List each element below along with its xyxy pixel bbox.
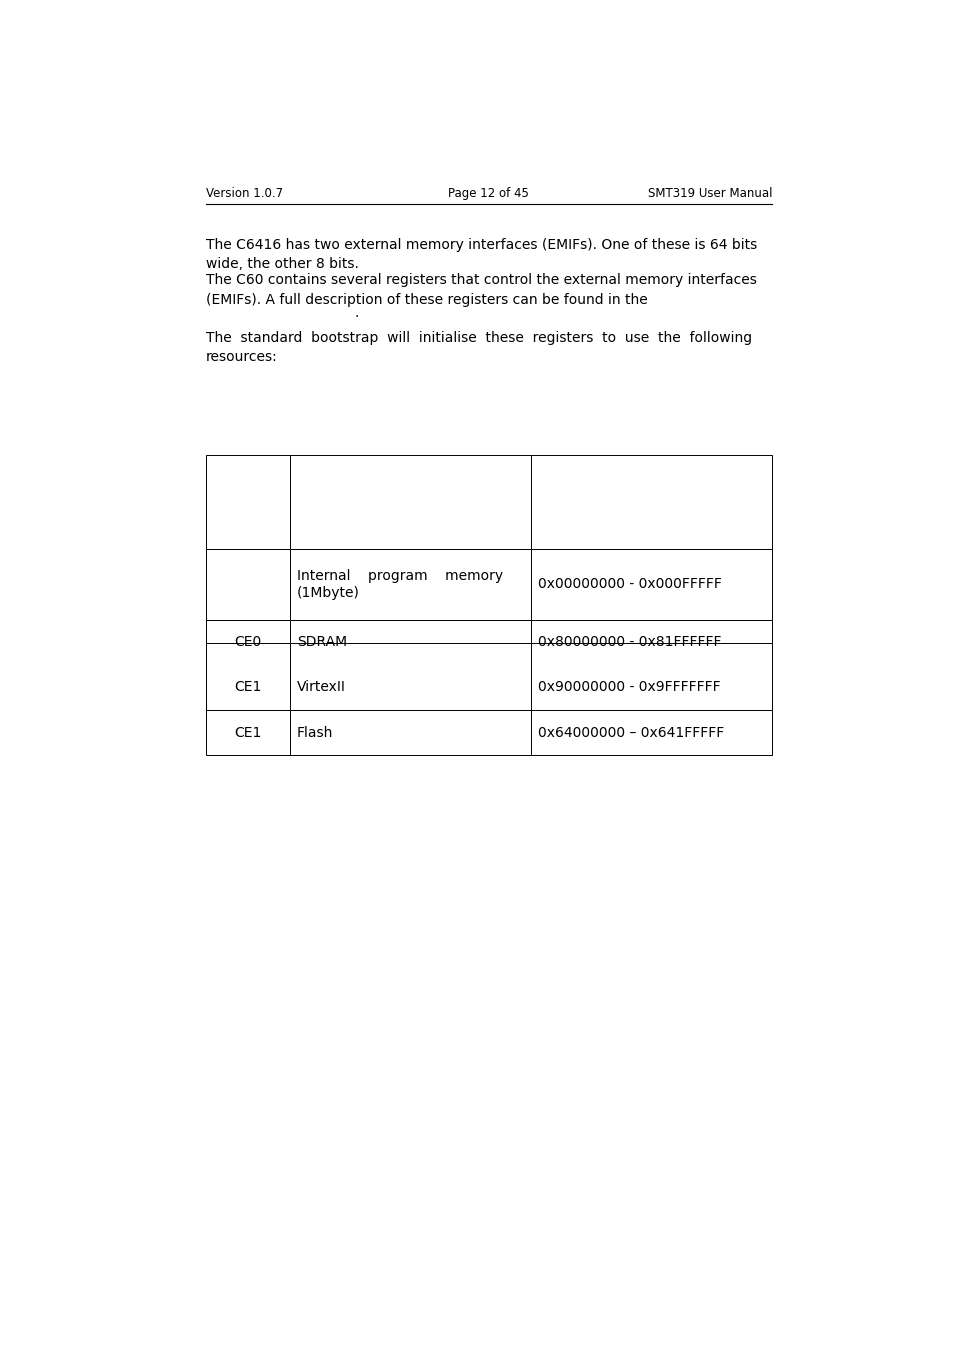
Bar <box>530 665 771 709</box>
Text: 0x64000000 – 0x641FFFFF: 0x64000000 – 0x641FFFFF <box>537 725 723 740</box>
Bar <box>530 455 771 549</box>
Bar <box>530 620 771 665</box>
Bar <box>206 549 290 620</box>
Bar <box>530 643 771 711</box>
Bar <box>530 549 771 620</box>
Text: CE1: CE1 <box>233 725 261 740</box>
Bar <box>290 711 530 755</box>
Text: .: . <box>354 305 358 320</box>
Text: The C60 contains several registers that control the external memory interfaces: The C60 contains several registers that … <box>206 273 756 288</box>
Text: Flash: Flash <box>296 725 333 740</box>
Text: SDRAM: SDRAM <box>296 635 347 650</box>
Bar <box>206 643 290 711</box>
Text: SMT319 User Manual: SMT319 User Manual <box>647 186 771 200</box>
Text: CE0: CE0 <box>233 635 261 650</box>
Text: resources:: resources: <box>206 350 277 363</box>
Text: The  standard  bootstrap  will  initialise  these  registers  to  use  the  foll: The standard bootstrap will initialise t… <box>206 331 751 345</box>
Text: wide, the other 8 bits.: wide, the other 8 bits. <box>206 257 358 272</box>
Text: 0x80000000 - 0x81FFFFFF: 0x80000000 - 0x81FFFFFF <box>537 635 721 650</box>
Bar <box>290 643 530 711</box>
Bar <box>290 455 530 549</box>
Text: Version 1.0.7: Version 1.0.7 <box>206 186 283 200</box>
Text: Internal    program    memory
(1Mbyte): Internal program memory (1Mbyte) <box>296 569 502 600</box>
Bar <box>206 711 290 755</box>
Bar <box>206 620 290 665</box>
Bar <box>290 665 530 709</box>
Bar <box>530 711 771 755</box>
Bar <box>206 665 290 709</box>
Bar <box>290 620 530 665</box>
Text: 0x90000000 - 0x9FFFFFFF: 0x90000000 - 0x9FFFFFFF <box>537 680 720 694</box>
Text: Page 12 of 45: Page 12 of 45 <box>448 186 529 200</box>
Text: VirtexII: VirtexII <box>296 680 346 694</box>
Text: CE1: CE1 <box>233 680 261 694</box>
Bar <box>206 455 290 549</box>
Text: The C6416 has two external memory interfaces (EMIFs). One of these is 64 bits: The C6416 has two external memory interf… <box>206 238 757 253</box>
Bar <box>290 549 530 620</box>
Text: 0x00000000 - 0x000FFFFF: 0x00000000 - 0x000FFFFF <box>537 577 721 592</box>
Text: (EMIFs). A full description of these registers can be found in the: (EMIFs). A full description of these reg… <box>206 293 647 307</box>
